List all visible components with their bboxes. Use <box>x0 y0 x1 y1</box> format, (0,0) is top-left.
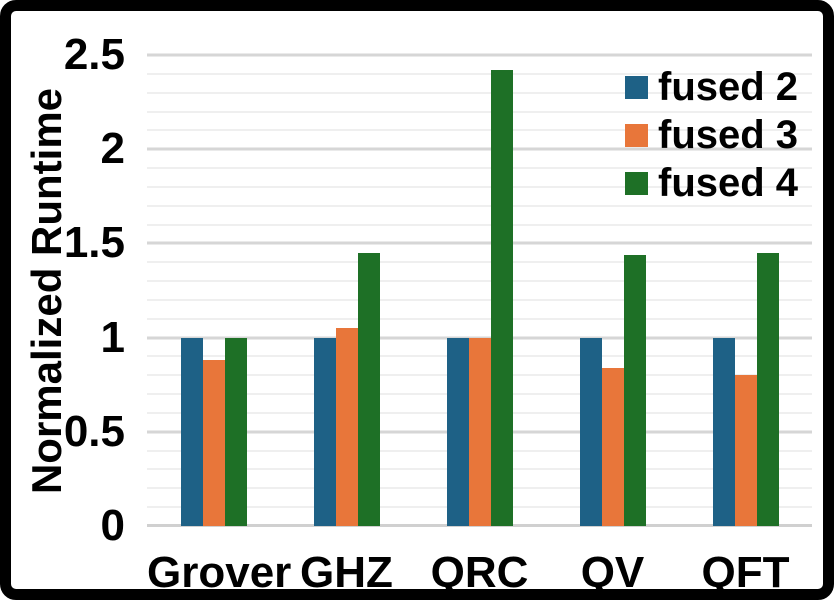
x-category-label: QRC <box>430 548 529 597</box>
bar <box>623 254 646 526</box>
bar <box>734 375 757 526</box>
plot-area <box>147 53 812 527</box>
x-category-label: QFT <box>701 548 790 597</box>
y-tick-label: 2.5 <box>63 30 125 79</box>
bar <box>490 70 513 526</box>
major-gridline <box>147 147 812 151</box>
minor-gridline <box>147 298 812 301</box>
bar <box>579 337 602 526</box>
bar <box>601 367 624 526</box>
bar <box>756 252 779 526</box>
minor-gridline <box>147 223 812 226</box>
legend-item: fused 4 <box>625 160 799 205</box>
major-gridline <box>147 53 812 57</box>
bar <box>446 337 469 526</box>
y-tick-label: 1.5 <box>63 218 125 268</box>
legend-swatch-icon <box>625 123 648 147</box>
minor-gridline <box>147 72 812 75</box>
x-category-label: GHZ <box>300 548 393 597</box>
minor-gridline <box>147 261 812 264</box>
minor-gridline <box>147 185 812 188</box>
bar <box>202 360 225 526</box>
bar <box>224 337 247 526</box>
minor-gridline <box>147 317 812 320</box>
legend-item: fused 3 <box>625 112 799 157</box>
minor-gridline <box>147 110 812 113</box>
legend-label: fused 4 <box>658 160 799 205</box>
minor-gridline <box>147 129 812 132</box>
y-tick-label: 0 <box>100 501 125 550</box>
minor-gridline <box>147 167 812 170</box>
y-tick-label: 2 <box>100 124 125 174</box>
bar <box>468 337 491 526</box>
legend: fused 2 fused 3 fused 4 <box>625 64 799 211</box>
y-axis-title: Normalized Runtime <box>23 87 70 495</box>
major-gridline <box>147 241 812 245</box>
legend-item: fused 2 <box>625 64 799 109</box>
minor-gridline <box>147 204 812 207</box>
bar <box>357 252 380 526</box>
minor-gridline <box>147 91 812 94</box>
y-tick-label: 0.5 <box>63 406 125 456</box>
legend-label: fused 3 <box>658 112 799 157</box>
legend-swatch-icon <box>625 75 648 99</box>
minor-gridline <box>147 280 812 283</box>
bar <box>313 337 336 526</box>
x-category-label: QV <box>580 548 645 597</box>
legend-label: fused 2 <box>658 64 799 109</box>
bar <box>712 337 735 526</box>
legend-swatch-icon <box>625 171 648 195</box>
x-category-label: Grover <box>147 548 292 597</box>
y-tick-label: 1 <box>100 312 125 362</box>
bar <box>335 328 358 526</box>
bar <box>180 337 203 526</box>
